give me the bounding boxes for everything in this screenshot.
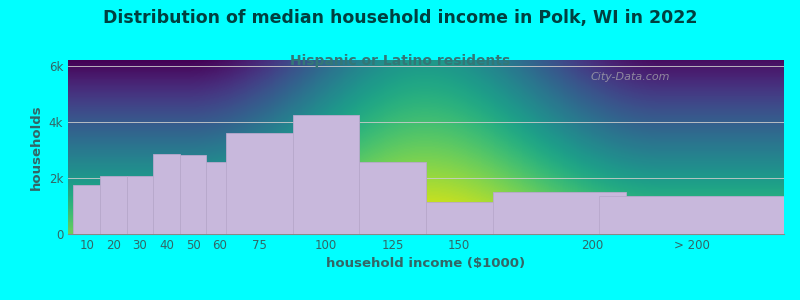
Bar <box>226 133 293 234</box>
X-axis label: household income ($1000): household income ($1000) <box>326 257 526 270</box>
Bar <box>293 115 359 234</box>
Bar <box>206 162 246 234</box>
Bar <box>493 192 626 234</box>
Bar <box>180 155 206 234</box>
Text: City-Data.com: City-Data.com <box>590 72 670 82</box>
Text: Distribution of median household income in Polk, WI in 2022: Distribution of median household income … <box>102 9 698 27</box>
Bar <box>100 176 126 234</box>
Text: Hispanic or Latino residents: Hispanic or Latino residents <box>290 54 510 68</box>
Bar <box>599 196 786 234</box>
Y-axis label: households: households <box>30 104 43 190</box>
Bar <box>126 176 153 234</box>
Bar <box>359 162 426 234</box>
Bar <box>74 185 100 234</box>
Bar <box>153 154 180 234</box>
Bar <box>426 202 559 234</box>
